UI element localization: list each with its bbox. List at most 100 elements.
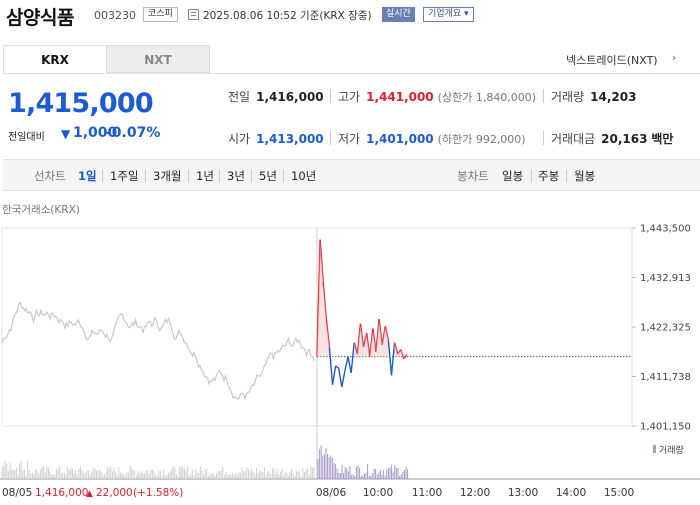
up-area: [360, 323, 364, 357]
up-area: [357, 323, 361, 357]
chevron-right-icon: ›: [672, 51, 677, 64]
divider: [219, 170, 220, 182]
realtime-button[interactable]: 실시간: [382, 7, 415, 22]
stat-value: 14,203: [590, 90, 637, 104]
stat-high: 고가 1,441,000 (상한가 1,840,000): [338, 88, 536, 105]
down-arrow-icon: ▼: [61, 127, 71, 141]
company-info-label: 기업개요: [428, 9, 462, 19]
up-area: [323, 281, 327, 357]
timestamp: 2025.08.06 10:52 기준(KRX 장중): [203, 10, 372, 22]
change-label: 전일대비: [8, 132, 45, 143]
up-area: [372, 328, 376, 357]
period-3y[interactable]: 3년: [227, 169, 245, 183]
stat-value: 1,416,000: [256, 90, 324, 104]
up-area: [317, 239, 321, 357]
today-line-segment: [347, 356, 352, 374]
stat-volume: 거래량 14,203: [551, 88, 636, 105]
stat-label: 전일: [228, 90, 251, 104]
up-area: [382, 326, 386, 357]
up-area: [326, 319, 330, 357]
y-tick-label: 1,401,150: [640, 422, 691, 433]
up-area: [363, 333, 367, 357]
stat-amount: 거래대금 20,163 백만: [551, 130, 673, 147]
up-area: [385, 326, 389, 357]
chevron-down-icon: ▾: [464, 9, 469, 19]
today-line-segment: [387, 340, 393, 376]
tab-krx[interactable]: KRX: [3, 45, 107, 73]
divider: [3, 73, 700, 74]
divider: [251, 170, 252, 182]
x-tick-label: 14:00: [556, 487, 586, 499]
company-info-button[interactable]: 기업개요 ▾: [423, 7, 474, 22]
divider: [531, 170, 532, 182]
today-line-segment: [325, 319, 331, 348]
period-1y[interactable]: 1년: [196, 169, 214, 183]
volume-legend-swatch: [653, 445, 656, 453]
up-area: [366, 333, 370, 357]
price-chart[interactable]: 거래량 1,443,500 1,432,913 1,422,325 1,411,738…: [0, 215, 700, 505]
period-1w[interactable]: 1주일: [110, 169, 139, 183]
tab-nxt[interactable]: NXT: [106, 45, 210, 73]
stock-header: 삼양식품 003230 코스피 2025.08.06 10:52 기준(KRX …: [0, 0, 700, 32]
period-3m[interactable]: 3개월: [153, 169, 182, 183]
today-line-segment: [331, 365, 337, 385]
period-5y[interactable]: 5년: [259, 169, 277, 183]
x-axis-labels: 08/06 10:00 11:00 12:00 13:00 14:00 15:00 08/05…: [2, 487, 634, 499]
prev-day-date: 08/05: [2, 487, 32, 499]
today-line-segment: [335, 365, 340, 369]
stat-unit: 백만: [651, 132, 674, 146]
today-line-segment: [390, 342, 396, 376]
today-line-segment: [319, 239, 324, 282]
up-area: [375, 319, 380, 357]
today-line-segment: [338, 368, 343, 388]
period-monthly[interactable]: 월봉: [574, 169, 596, 183]
lower-limit: (하한가 992,000): [437, 133, 526, 146]
y-tick-label: 1,422,325: [640, 323, 691, 334]
volume-legend: 거래량: [659, 444, 684, 456]
period-bar: 선차트 1일 1주일 3개월 1년 3년 5년 10년 봉차트 일봉 주봉 월봉: [3, 159, 700, 191]
up-area: [400, 349, 404, 359]
stat-value: 1,413,000: [256, 132, 324, 146]
stock-code: 003230: [94, 9, 136, 22]
divider: [283, 170, 284, 182]
prev-day-close: 1,416,000: [35, 487, 88, 499]
stat-label: 거래량: [551, 90, 585, 104]
stock-name: 삼양식품: [6, 7, 74, 29]
nxt-link[interactable]: 넥스트레이드(NXT): [566, 54, 658, 67]
divider: [102, 170, 103, 182]
y-tick-label: 1,443,500: [640, 224, 691, 235]
x-tick-label: 15:00: [604, 487, 634, 499]
divider: [145, 170, 146, 182]
current-price: 1,415,000: [8, 88, 154, 119]
prev-day-line: [1, 301, 315, 401]
divider: [543, 89, 544, 103]
stat-open: 시가 1,413,000: [228, 130, 324, 147]
candle-chart-label: 봉차트: [457, 169, 489, 183]
change-percent: -0.07%: [106, 125, 161, 141]
change-value: 1,000: [73, 125, 118, 141]
today-line-segment: [384, 326, 390, 341]
line-chart-label: 선차트: [34, 169, 66, 183]
period-1d[interactable]: 1일: [78, 169, 97, 183]
stat-label: 시가: [228, 132, 251, 146]
exchange-tabs: KRX NXT: [3, 45, 210, 73]
today-line-segment: [328, 347, 334, 385]
x-tick-label: 12:00: [460, 487, 490, 499]
volume-bars: [1, 445, 409, 479]
x-tick-label: 08/06: [316, 487, 347, 499]
y-tick-label: 1,411,738: [640, 372, 691, 383]
source-label: 한국거래소(KRX): [2, 204, 80, 216]
up-area: [394, 342, 398, 357]
today-line-segment: [344, 356, 349, 371]
up-area: [369, 328, 373, 357]
x-tick-label: 13:00: [508, 487, 538, 499]
stat-value: 1,441,000: [366, 90, 434, 104]
period-daily[interactable]: 일봉: [502, 169, 524, 183]
divider: [566, 170, 567, 182]
period-10y[interactable]: 10년: [291, 169, 317, 183]
calendar-icon: [188, 9, 199, 20]
today-line-segment: [356, 323, 362, 355]
y-tick-label: 1,432,913: [640, 273, 691, 284]
period-weekly[interactable]: 주봉: [538, 169, 560, 183]
stat-value: 20,163: [601, 132, 648, 146]
